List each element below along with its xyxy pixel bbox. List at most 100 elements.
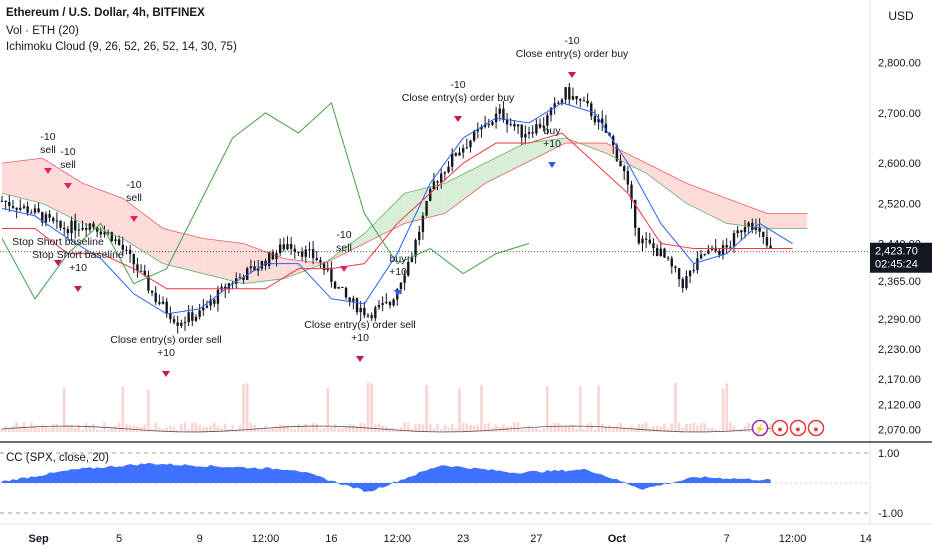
cc-area[interactable] bbox=[2, 462, 771, 493]
candle-body[interactable] bbox=[11, 205, 15, 208]
candle-body[interactable] bbox=[619, 160, 622, 167]
candle-body[interactable] bbox=[0, 200, 4, 202]
candle-body[interactable] bbox=[403, 275, 406, 283]
event-badge-icon[interactable] bbox=[751, 419, 769, 437]
candle-body[interactable] bbox=[542, 125, 545, 128]
candle-body[interactable] bbox=[758, 226, 761, 232]
candle-body[interactable] bbox=[553, 103, 556, 108]
candle-body[interactable] bbox=[150, 290, 154, 293]
symbol-title[interactable]: Ethereum / U.S. Dollar, 4h, BITFINEX bbox=[6, 7, 205, 19]
candle-body[interactable] bbox=[674, 266, 677, 269]
candle-body[interactable] bbox=[81, 227, 84, 230]
candle-body[interactable] bbox=[370, 315, 373, 319]
candle-body[interactable] bbox=[158, 302, 161, 304]
candle-body[interactable] bbox=[418, 231, 421, 240]
candle-body[interactable] bbox=[623, 166, 626, 172]
candle-body[interactable] bbox=[531, 132, 534, 134]
candle-body[interactable] bbox=[63, 227, 66, 230]
candle-body[interactable] bbox=[286, 244, 289, 250]
candle-body[interactable] bbox=[399, 282, 403, 290]
candle-body[interactable] bbox=[461, 148, 465, 153]
candle-body[interactable] bbox=[355, 298, 359, 313]
candle-body[interactable] bbox=[729, 246, 732, 248]
candle-body[interactable] bbox=[48, 214, 51, 218]
candle-body[interactable] bbox=[374, 307, 377, 319]
candle-body[interactable] bbox=[762, 231, 765, 238]
candle-body[interactable] bbox=[267, 252, 271, 266]
candle-body[interactable] bbox=[454, 153, 458, 156]
candle-body[interactable] bbox=[125, 249, 128, 251]
candle-body[interactable] bbox=[637, 227, 641, 244]
candle-body[interactable] bbox=[447, 166, 450, 173]
candle-body[interactable] bbox=[315, 258, 318, 261]
candle-body[interactable] bbox=[92, 223, 95, 228]
candle-body[interactable] bbox=[754, 226, 758, 230]
candle-body[interactable] bbox=[224, 286, 227, 290]
candle-body[interactable] bbox=[33, 208, 37, 213]
candle-body[interactable] bbox=[147, 275, 150, 291]
candle-body[interactable] bbox=[670, 258, 673, 267]
candle-body[interactable] bbox=[385, 302, 388, 304]
candle-body[interactable] bbox=[491, 122, 494, 125]
candle-body[interactable] bbox=[450, 153, 454, 167]
candle-body[interactable] bbox=[359, 307, 362, 313]
candle-body[interactable] bbox=[747, 222, 750, 227]
candle-body[interactable] bbox=[139, 270, 143, 272]
candle-body[interactable] bbox=[165, 301, 168, 314]
candle-body[interactable] bbox=[586, 100, 589, 104]
candle-body[interactable] bbox=[381, 303, 384, 306]
candle-body[interactable] bbox=[601, 118, 604, 124]
candle-body[interactable] bbox=[297, 251, 300, 253]
candle-body[interactable] bbox=[476, 129, 479, 132]
candle-body[interactable] bbox=[740, 230, 743, 233]
candle-body[interactable] bbox=[300, 251, 304, 257]
candle-body[interactable] bbox=[721, 245, 725, 255]
candle-body[interactable] bbox=[421, 215, 425, 232]
candle-body[interactable] bbox=[103, 232, 106, 235]
candle-body[interactable] bbox=[169, 313, 172, 320]
candle-body[interactable] bbox=[161, 301, 165, 304]
candle-body[interactable] bbox=[568, 87, 571, 100]
candle-body[interactable] bbox=[30, 212, 33, 214]
candle-body[interactable] bbox=[202, 307, 205, 311]
currency-button[interactable]: USD bbox=[888, 9, 914, 23]
candle-body[interactable] bbox=[132, 254, 135, 265]
candle-body[interactable] bbox=[172, 319, 176, 323]
candle-body[interactable] bbox=[213, 299, 216, 304]
candle-body[interactable] bbox=[472, 131, 476, 141]
candle-body[interactable] bbox=[8, 202, 11, 206]
candle-body[interactable] bbox=[257, 268, 260, 271]
candle-body[interactable] bbox=[597, 118, 600, 123]
candle-body[interactable] bbox=[74, 220, 77, 231]
candle-body[interactable] bbox=[579, 99, 582, 101]
candle-body[interactable] bbox=[52, 217, 55, 222]
candle-body[interactable] bbox=[652, 243, 655, 249]
candle-body[interactable] bbox=[253, 266, 256, 271]
candle-body[interactable] bbox=[718, 250, 721, 255]
candle-body[interactable] bbox=[465, 147, 469, 149]
candle-body[interactable] bbox=[436, 181, 439, 183]
candle-body[interactable] bbox=[604, 123, 608, 133]
candle-body[interactable] bbox=[322, 262, 326, 271]
candle-body[interactable] bbox=[114, 239, 117, 242]
candle-body[interactable] bbox=[278, 244, 282, 254]
candle-body[interactable] bbox=[242, 277, 245, 280]
candle-body[interactable] bbox=[4, 200, 7, 203]
candle-body[interactable] bbox=[95, 227, 99, 232]
candle-body[interactable] bbox=[630, 184, 633, 200]
candle-body[interactable] bbox=[59, 220, 62, 228]
candle-body[interactable] bbox=[220, 286, 223, 290]
candle-body[interactable] bbox=[410, 256, 414, 262]
candle-body[interactable] bbox=[205, 305, 209, 308]
candle-body[interactable] bbox=[304, 249, 307, 257]
candle-body[interactable] bbox=[663, 248, 666, 258]
candle-body[interactable] bbox=[681, 279, 684, 289]
candle-body[interactable] bbox=[70, 220, 73, 234]
candle-body[interactable] bbox=[659, 248, 662, 257]
event-badge-icon[interactable] bbox=[807, 419, 825, 437]
volume-legend[interactable]: Vol · ETH (20) bbox=[6, 25, 79, 37]
candle-body[interactable] bbox=[590, 103, 593, 117]
candle-body[interactable] bbox=[44, 214, 48, 223]
candle-body[interactable] bbox=[187, 312, 190, 323]
candle-body[interactable] bbox=[319, 260, 322, 263]
